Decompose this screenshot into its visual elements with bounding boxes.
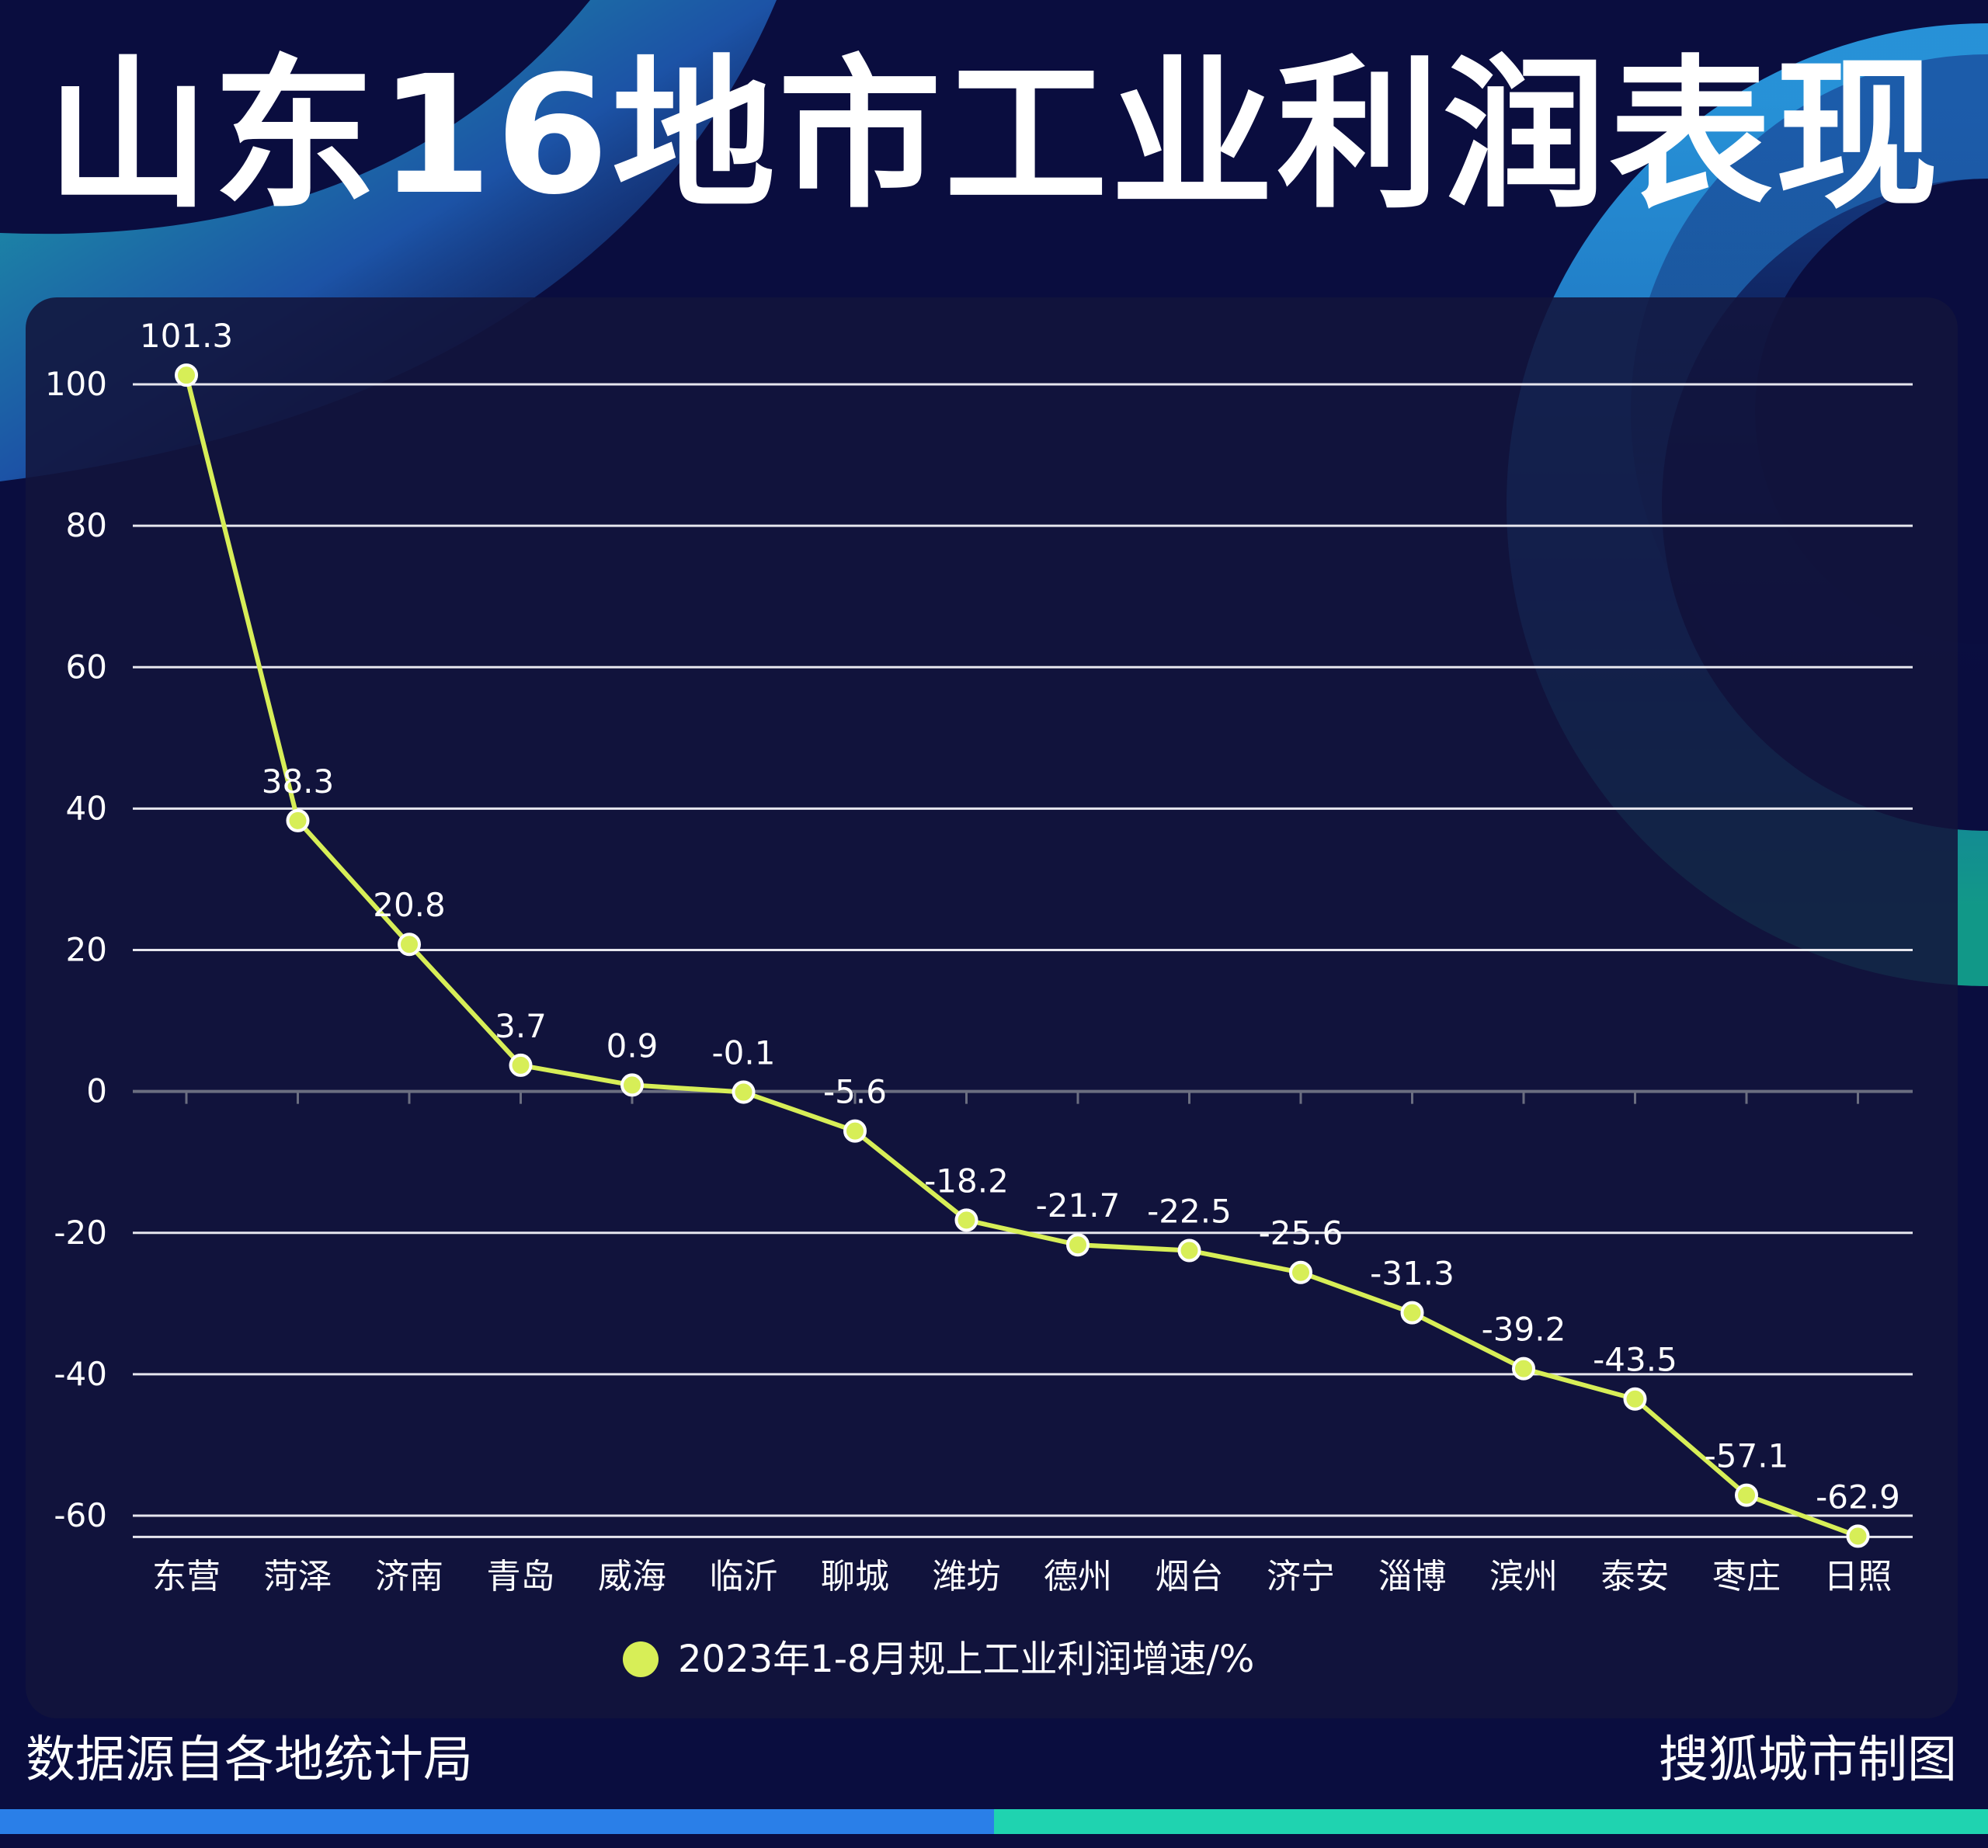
x-tick-label: 德州 (1044, 1557, 1112, 1596)
series-line (184, 374, 1859, 1539)
data-label: -5.6 (823, 1073, 887, 1111)
line-chart: 100 80 60 40 20 0 -20 -40 -60 东营 菏泽 济南 青岛 威海 临沂 聊城 潍坊 德州 烟… (45, 317, 1913, 1681)
data-label: -62.9 (1816, 1478, 1900, 1516)
bottom-stripe-teal (994, 1809, 1988, 1834)
data-source-note: 数据源自各地统计局 (26, 1732, 473, 1789)
data-label: -21.7 (1036, 1186, 1121, 1224)
y-tick-label: 0 (86, 1072, 107, 1110)
data-label: 0.9 (606, 1026, 659, 1065)
data-point (1066, 1233, 1090, 1257)
data-label: -0.1 (712, 1034, 776, 1072)
x-tick-label: 枣庄 (1712, 1557, 1781, 1596)
data-label: 101.3 (140, 317, 233, 355)
x-tick-label: 菏泽 (264, 1557, 332, 1596)
x-tick-label: 威海 (598, 1557, 666, 1596)
y-tick-label: 80 (66, 506, 107, 544)
data-label: -43.5 (1593, 1341, 1677, 1379)
data-point (286, 808, 310, 832)
chart-credit: 搜狐城市制图 (1659, 1732, 1957, 1789)
data-point (1846, 1524, 1870, 1548)
data-point (509, 1053, 533, 1077)
y-tick-label: 100 (45, 365, 107, 403)
chart-panel: 100 80 60 40 20 0 -20 -40 -60 东营 菏泽 济南 青岛 威海 临沂 聊城 潍坊 德州 烟… (26, 297, 1958, 1718)
x-tick-label: 聊城 (821, 1557, 889, 1596)
data-point (1177, 1238, 1201, 1263)
data-label: -31.3 (1370, 1255, 1455, 1293)
data-label: 20.8 (373, 886, 446, 924)
data-label: -57.1 (1705, 1437, 1789, 1475)
data-point (1735, 1483, 1758, 1507)
data-label: -39.2 (1482, 1311, 1566, 1349)
data-point (620, 1073, 644, 1097)
x-tick-label: 济南 (375, 1557, 443, 1596)
x-tick-label: 济宁 (1267, 1557, 1335, 1596)
x-tick-label: 青岛 (487, 1557, 555, 1596)
data-point (1400, 1301, 1424, 1325)
x-tick-label: 淄博 (1378, 1557, 1447, 1596)
x-tick-label: 日照 (1824, 1557, 1892, 1596)
data-point (843, 1119, 867, 1143)
x-tick-label: 烟台 (1156, 1557, 1224, 1596)
legend-marker (623, 1641, 659, 1677)
page-title: 山东16地市工业利润表现 (46, 40, 1942, 231)
x-tick-label: 泰安 (1601, 1557, 1670, 1596)
data-point (398, 933, 421, 957)
data-point (1289, 1260, 1312, 1284)
data-point (175, 363, 198, 387)
data-label: -25.6 (1259, 1214, 1343, 1252)
data-label: 3.7 (495, 1007, 547, 1045)
y-tick-label: -20 (54, 1214, 107, 1252)
data-point (1512, 1356, 1535, 1381)
y-tick-label: -40 (54, 1355, 107, 1393)
y-tick-label: -60 (54, 1496, 107, 1534)
y-tick-label: 60 (66, 648, 107, 686)
x-tick-label: 滨州 (1489, 1557, 1558, 1596)
x-tick-label: 东营 (152, 1557, 221, 1596)
data-point (1623, 1387, 1647, 1411)
data-label: -22.5 (1147, 1193, 1232, 1231)
y-tick-label: 40 (66, 789, 107, 827)
legend-label: 2023年1-8月规上工业利润增速/% (678, 1638, 1254, 1681)
x-tick-label: 潍坊 (933, 1557, 1001, 1596)
data-point (954, 1208, 978, 1232)
data-point (732, 1080, 756, 1104)
bottom-stripe-blue (0, 1809, 994, 1834)
y-tick-label: 20 (66, 931, 107, 969)
x-tick-label: 临沂 (710, 1557, 778, 1596)
data-label: 38.3 (262, 762, 335, 801)
data-label: -18.2 (924, 1162, 1009, 1200)
